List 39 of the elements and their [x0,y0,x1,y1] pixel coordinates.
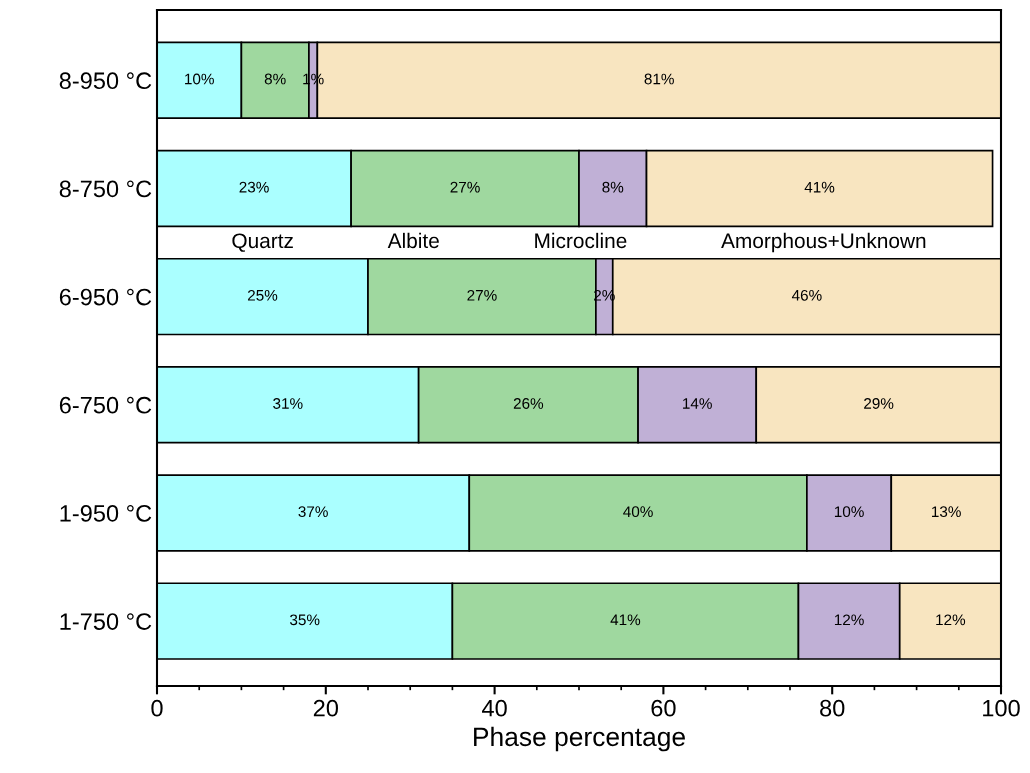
data-label: 29% [864,398,894,409]
data-label: 23% [239,181,269,193]
x-tick-label: 60 [651,699,676,717]
data-label: 46% [791,289,822,301]
data-label: 81% [644,73,674,85]
x-tick-label: 40 [482,699,507,717]
data-label: 12% [834,614,864,626]
data-label: 40% [623,506,653,518]
data-label: 25% [247,289,278,301]
series-label: Amorphous+Unknown [721,232,926,253]
y-tick-label: 6-750 °C [59,396,152,414]
series-label: Albite [387,232,439,249]
data-label: 41% [804,181,835,193]
x-axis-title: Phase percentage [474,726,685,752]
data-label: 31% [273,398,303,409]
data-label: 12% [936,614,966,626]
data-label: 8% [264,73,286,85]
data-label: 10% [185,73,214,85]
data-label: 8% [602,181,624,193]
x-tick-label: 20 [313,699,339,717]
x-tick-label: 80 [820,699,845,717]
data-label: 37% [298,506,328,518]
data-label: 14% [683,398,712,409]
series-label: Quartz [232,233,293,252]
y-tick-label: 8-950 °C [59,72,152,90]
data-label: 10% [834,506,864,518]
data-label: 13% [932,506,961,518]
data-label: 27% [450,181,480,193]
series-label: Microcline [535,232,627,249]
x-tick-label: 0 [151,699,163,717]
data-label: 27% [467,289,497,301]
y-tick-label: 1-950 °C [60,505,152,522]
data-label: 41% [610,614,641,626]
y-tick-label: 8-750 °C [59,180,152,198]
y-tick-label: 1-750 °C [60,613,152,630]
data-label: 35% [289,614,320,626]
x-tick-label: 100 [983,699,1020,717]
y-tick-label: 6-950 °C [59,288,152,306]
data-label: 26% [513,398,544,409]
